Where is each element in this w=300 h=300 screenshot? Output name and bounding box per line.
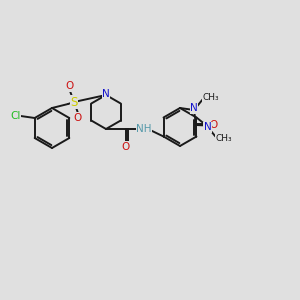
Text: S: S [70, 95, 78, 109]
Text: O: O [74, 113, 82, 123]
Text: O: O [122, 142, 130, 152]
Text: O: O [66, 81, 74, 91]
Text: NH: NH [136, 124, 152, 134]
Text: Cl: Cl [11, 111, 21, 121]
Text: O: O [209, 120, 217, 130]
Text: CH₃: CH₃ [215, 134, 232, 143]
Text: N: N [190, 103, 198, 113]
Text: CH₃: CH₃ [203, 92, 219, 101]
Text: N: N [204, 122, 211, 133]
Text: N: N [102, 89, 110, 99]
